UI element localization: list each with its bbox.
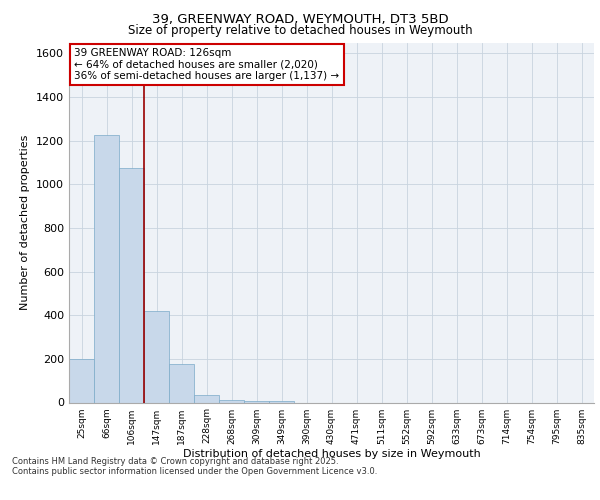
Text: 39 GREENWAY ROAD: 126sqm
← 64% of detached houses are smaller (2,020)
36% of sem: 39 GREENWAY ROAD: 126sqm ← 64% of detach…	[74, 48, 340, 81]
X-axis label: Distribution of detached houses by size in Weymouth: Distribution of detached houses by size …	[182, 450, 481, 460]
Bar	[169, 364, 194, 403]
Text: Contains public sector information licensed under the Open Government Licence v3: Contains public sector information licen…	[12, 468, 377, 476]
Bar	[144, 311, 169, 402]
Bar	[69, 359, 94, 403]
Bar	[119, 168, 144, 402]
Bar	[194, 395, 219, 402]
Text: Contains HM Land Registry data © Crown copyright and database right 2025.: Contains HM Land Registry data © Crown c…	[12, 458, 338, 466]
Text: Size of property relative to detached houses in Weymouth: Size of property relative to detached ho…	[128, 24, 472, 37]
Text: 39, GREENWAY ROAD, WEYMOUTH, DT3 5BD: 39, GREENWAY ROAD, WEYMOUTH, DT3 5BD	[152, 12, 448, 26]
Y-axis label: Number of detached properties: Number of detached properties	[20, 135, 31, 310]
Bar	[219, 400, 244, 402]
Bar	[94, 135, 119, 402]
